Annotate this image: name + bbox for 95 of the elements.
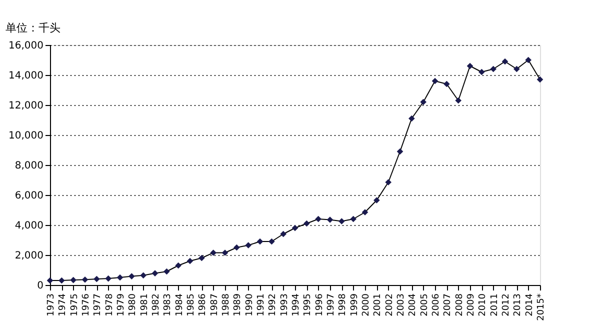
x-tick-label: 2007	[443, 294, 454, 316]
point	[58, 277, 65, 284]
y-tick-label: 2,000	[14, 250, 44, 262]
y-tick-label: 14,000	[8, 70, 44, 82]
x-tick-label: 1974	[58, 293, 68, 316]
point	[116, 274, 124, 281]
point	[396, 148, 404, 155]
point	[536, 76, 544, 83]
x-tick-label: 1984	[174, 293, 185, 316]
point	[490, 66, 496, 72]
x-tick-label: 1986	[198, 293, 208, 316]
point	[374, 197, 380, 204]
x-tick-label: 1998	[338, 293, 348, 316]
x-tick-label: 1988	[222, 293, 232, 316]
point	[94, 276, 100, 282]
x-tick-label: 1990	[244, 293, 255, 316]
point	[292, 224, 298, 232]
x-tick-label: 2010	[478, 293, 488, 316]
point	[478, 68, 485, 76]
point	[420, 98, 426, 106]
y-tick-label: 16,000	[8, 40, 44, 52]
y-tick-label: 12,000	[8, 100, 44, 112]
point	[338, 218, 345, 224]
point	[245, 242, 252, 248]
x-tick-label: 2009	[466, 293, 476, 316]
point	[455, 97, 462, 104]
x-tick-label: 2001	[373, 294, 384, 316]
point	[315, 216, 322, 222]
point	[362, 209, 368, 216]
point	[256, 238, 264, 245]
point	[502, 58, 508, 65]
x-tick-label: 1995	[303, 294, 314, 316]
x-tick-label: 1987	[210, 294, 220, 316]
point	[466, 62, 474, 70]
point	[444, 80, 450, 88]
point	[140, 272, 146, 279]
x-tick-label: 1994	[292, 293, 302, 316]
x-tick-label: 1991	[256, 294, 266, 316]
point	[152, 270, 158, 276]
y-axis-title: 单位：千头	[6, 22, 60, 34]
point	[198, 254, 205, 262]
point	[164, 268, 170, 275]
point	[186, 258, 194, 264]
x-tick-label: 1976	[82, 293, 92, 316]
point	[304, 220, 310, 227]
x-tick-label: 1996	[314, 293, 325, 316]
y-tick-label: 0	[37, 280, 44, 292]
x-tick-label: 2005	[420, 294, 430, 316]
y-tick-label: 10,000	[8, 130, 44, 142]
point	[525, 56, 532, 64]
x-tick-label: 2012	[502, 294, 512, 316]
x-tick-label: 2011	[490, 294, 500, 316]
point	[432, 78, 438, 84]
point	[70, 276, 76, 284]
x-tick-label: 2003	[396, 294, 406, 316]
y-tick-label: 6,000	[14, 190, 44, 202]
x-tick-label: 1979	[116, 293, 126, 316]
x-tick-label: 2002	[384, 294, 395, 316]
point	[268, 238, 275, 245]
x-tick-label: 1999	[350, 293, 360, 316]
point	[408, 115, 415, 122]
x-tick-label: 1973	[46, 294, 56, 316]
x-tick-label: 1997	[326, 294, 336, 316]
x-tick-label: 2014	[524, 293, 535, 316]
x-tick-label: 2006	[432, 293, 442, 316]
point	[105, 275, 112, 282]
point	[128, 273, 135, 280]
x-tick-label: 1980	[128, 293, 138, 316]
point	[222, 250, 228, 256]
point	[82, 276, 88, 283]
x-tick-label: 1985	[186, 294, 196, 316]
y-tick-label: 8,000	[14, 160, 44, 172]
x-tick-label: 1993	[280, 294, 290, 316]
x-tick-label: 1975	[70, 294, 80, 316]
x-tick-label: 1978	[104, 293, 115, 316]
point	[514, 66, 520, 72]
point	[234, 244, 240, 251]
x-tick-label: 2013	[513, 294, 524, 316]
x-tick-label: 1983	[163, 294, 174, 316]
point	[326, 216, 334, 223]
x-tick-label: 2008	[454, 293, 465, 316]
x-tick-label: 1981	[140, 294, 150, 316]
point	[210, 250, 216, 256]
x-tick-label: 1977	[93, 294, 104, 316]
x-tick-label: 1992	[268, 294, 278, 316]
point	[350, 216, 356, 222]
x-tick-label: 1989	[233, 293, 244, 316]
y-tick-label: 4,000	[14, 220, 44, 232]
point	[385, 179, 392, 186]
x-tick-label: 2015*	[536, 293, 546, 321]
x-tick-label: 2004	[408, 293, 418, 316]
x-tick-label: 2000	[362, 293, 372, 316]
x-tick-label: 1982	[152, 294, 162, 316]
point	[280, 230, 286, 238]
point	[175, 262, 182, 269]
